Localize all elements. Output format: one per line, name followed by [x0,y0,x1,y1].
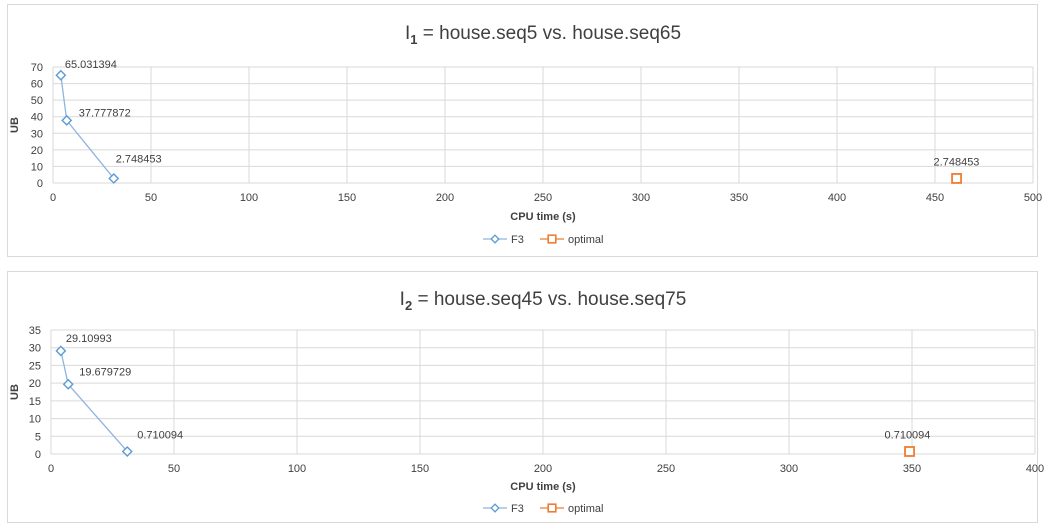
y-tick-label: 10 [29,414,41,426]
title-subscript: 2 [405,298,412,313]
y-tick-label: 10 [31,161,43,173]
legend-marker-optimal [547,234,557,244]
data-label: 19.679729 [79,366,131,378]
x-tick-label: 100 [288,463,306,475]
x-tick-label: 250 [534,192,552,204]
legend-label: optimal [568,503,603,515]
x-tick-label: 350 [903,463,921,475]
y-tick-label: 0 [35,449,41,461]
data-point-f3 [108,172,120,184]
title-rest: = house.seq5 vs. house.seq65 [417,23,681,44]
x-tick-label: 400 [1026,463,1044,475]
y-tick-label: 30 [29,343,41,355]
data-point-f3 [62,378,74,390]
y-axis-label: UB [9,117,21,133]
x-axis-label: CPU time (s) [510,481,576,493]
data-point-f3 [55,69,67,81]
series-line-f3 [60,75,115,179]
x-tick-label: 500 [1024,192,1042,204]
x-tick-label: 250 [657,463,675,475]
y-tick-label: 35 [29,325,41,337]
x-tick-label: 200 [534,463,552,475]
legend: F3 optimal [483,234,603,246]
data-label: 2.748453 [116,153,162,165]
x-tick-label: 50 [168,463,180,475]
data-label: 2.748453 [934,156,980,168]
x-tick-label: 0 [48,463,54,475]
chart-panel-2: I2 = house.seq45 vs. house.seq75 0 50 100 15… [7,271,1044,523]
legend-marker-f3 [490,234,500,244]
y-tick-label: 20 [29,378,41,390]
data-point-f3 [55,345,67,357]
data-point-optimal [904,446,915,457]
y-tick-label: 30 [31,128,43,140]
x-tick-label: 150 [338,192,356,204]
title-main: I [405,23,410,44]
y-tick-label: 50 [31,95,43,107]
data-point-f3 [121,445,133,457]
x-tick-label: 0 [50,192,56,204]
data-label: 37.777872 [79,107,131,119]
y-tick-label: 5 [35,431,41,443]
x-tick-label: 200 [436,192,454,204]
y-axis-label: UB [9,384,21,400]
title-subscript: 1 [410,32,417,47]
y-tick-label: 40 [31,112,43,124]
y-tick-label: 60 [31,79,43,91]
chart-panel-1: I1 = house.seq5 vs. house.seq65 0 50 100 150… [7,4,1042,257]
chart-title: I2 = house.seq45 vs. house.seq75 [400,289,687,313]
legend-label: F3 [511,503,524,515]
x-tick-label: 150 [411,463,429,475]
legend-marker-f3 [490,503,500,513]
legend-label: F3 [511,234,524,246]
x-tick-label: 100 [240,192,258,204]
x-tick-label: 450 [926,192,944,204]
x-tick-label: 300 [632,192,650,204]
legend: F3 optimal [483,503,603,515]
y-tick-label: 70 [31,62,43,74]
data-label: 0.710094 [137,429,183,441]
legend-label: optimal [568,234,603,246]
data-point-optimal [951,173,962,184]
legend-marker-optimal [547,503,557,513]
title-rest: = house.seq45 vs. house.seq75 [412,289,686,310]
chart-title: I1 = house.seq5 vs. house.seq65 [405,23,681,47]
x-tick-label: 300 [780,463,798,475]
y-tick-label: 20 [31,145,43,157]
data-label: 0.710094 [885,429,931,441]
x-axis-label: CPU time (s) [510,211,576,223]
x-tick-label: 50 [145,192,157,204]
data-label: 65.031394 [65,59,117,71]
title-main: I [400,289,405,310]
data-point-f3 [61,114,73,126]
data-label: 29.10993 [66,333,112,345]
x-tick-label: 400 [828,192,846,204]
y-tick-label: 0 [37,178,43,190]
x-tick-label: 350 [730,192,748,204]
y-tick-label: 15 [29,396,41,408]
y-tick-label: 25 [29,360,41,372]
